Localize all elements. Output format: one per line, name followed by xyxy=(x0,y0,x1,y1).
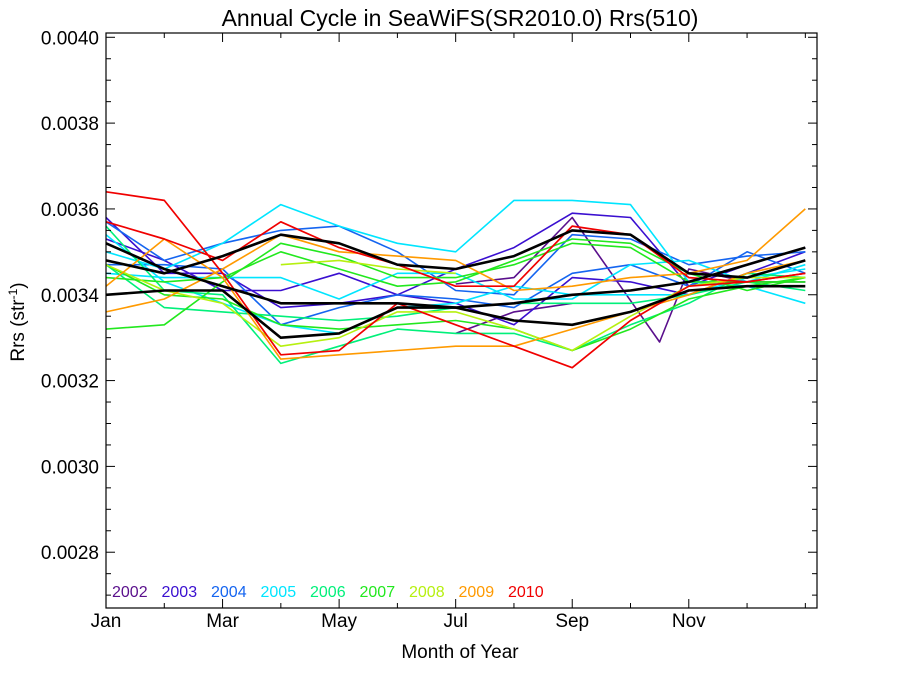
y-axis-label-superscript: -1 xyxy=(6,288,20,299)
x-tick-label: Jan xyxy=(91,611,122,632)
series-line-2 xyxy=(455,302,573,335)
x-axis-label: Month of Year xyxy=(401,642,519,663)
series-line-14 xyxy=(105,263,806,352)
x-tick-label: May xyxy=(321,611,357,632)
series-line-21 xyxy=(105,229,806,279)
x-tick-label: Jul xyxy=(444,611,468,632)
y-tick-label: 0.0032 xyxy=(41,372,99,393)
legend-entry-2006: 2006 xyxy=(310,584,346,601)
y-tick-label: 0.0034 xyxy=(41,286,100,307)
legend-entry-2004: 2004 xyxy=(211,584,247,601)
plot-frame xyxy=(105,32,818,609)
y-axis-label: Rrs (str-1) xyxy=(6,282,29,361)
y-axis-label-main: Rrs (str xyxy=(8,299,29,362)
legend-entry-2010: 2010 xyxy=(508,584,544,601)
legend-entry-2008: 2008 xyxy=(409,584,445,601)
chart-title: Annual Cycle in SeaWiFS(SR2010.0) Rrs(51… xyxy=(222,5,699,31)
legend: 2002 2003 2004 2005 2006 2007 2008 2009 2010 xyxy=(112,584,544,601)
series-line-7 xyxy=(105,199,806,305)
y-tick-label: 0.0030 xyxy=(41,457,99,478)
series-line-15 xyxy=(280,259,456,275)
y-tick-label: 0.0028 xyxy=(41,543,99,564)
y-tick-label: 0.0036 xyxy=(41,200,99,221)
series-group xyxy=(105,190,806,369)
series-line-23 xyxy=(105,284,806,340)
legend-entry-2007: 2007 xyxy=(360,584,396,601)
x-axis: Jan Mar May Jul Sep Nov xyxy=(91,33,806,632)
series-line-10 xyxy=(105,225,806,365)
series-line-20 xyxy=(105,220,806,288)
series-line-19 xyxy=(105,190,806,369)
y-axis: 0.0028 0.0030 0.0032 0.0034 0.0036 0.0038 0.00… xyxy=(41,28,817,596)
x-tick-label: Mar xyxy=(206,611,239,632)
y-tick-label: 0.0040 xyxy=(41,28,99,49)
legend-entry-2003: 2003 xyxy=(162,584,198,601)
legend-entry-2005: 2005 xyxy=(261,584,297,601)
series-line-18 xyxy=(105,238,806,360)
x-tick-label: Nov xyxy=(672,611,706,632)
legend-entry-2009: 2009 xyxy=(459,584,495,601)
y-tick-label: 0.0038 xyxy=(41,114,99,135)
x-tick-label: Sep xyxy=(555,611,589,632)
legend-entry-2002: 2002 xyxy=(112,584,148,601)
y-axis-label-end: ) xyxy=(8,282,29,288)
